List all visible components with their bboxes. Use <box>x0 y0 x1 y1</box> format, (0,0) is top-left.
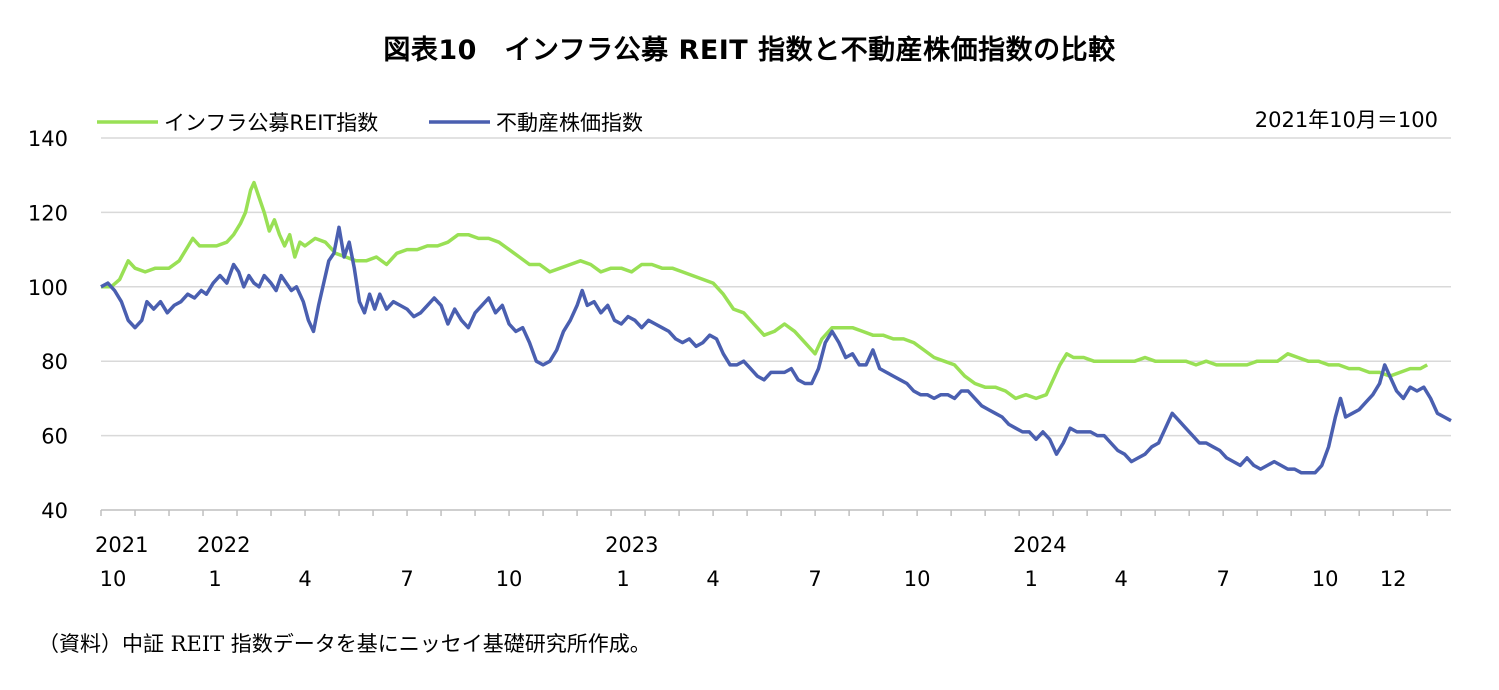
y-tick-label: 120 <box>28 201 68 225</box>
x-tick-year: 2022 <box>197 533 250 557</box>
x-tick-month: 10 <box>904 567 931 591</box>
x-tick-month: 7 <box>1216 567 1229 591</box>
x-tick-month: 12 <box>1380 567 1407 591</box>
y-tick-label: 140 <box>28 127 68 151</box>
x-tick-month: 10 <box>496 567 523 591</box>
legend: インフラ公募REIT指数 不動産株価指数 <box>97 111 643 135</box>
x-tick-month: 7 <box>400 567 413 591</box>
y-tick-label: 60 <box>41 425 68 449</box>
series-line-realestate-stock <box>100 225 1452 475</box>
x-tick-year: 2023 <box>605 533 658 557</box>
x-tick-month: 4 <box>706 567 719 591</box>
x-tick-month: 10 <box>1312 567 1339 591</box>
y-tick-label: 100 <box>28 276 68 300</box>
base-note: 2021年10月＝100 <box>1255 108 1438 132</box>
legend-label: 不動産株価指数 <box>496 111 643 135</box>
legend-label: インフラ公募REIT指数 <box>164 111 378 135</box>
y-axis: 40 60 80 100 120 140 <box>28 127 68 523</box>
source-note: （資料）中証 REIT 指数データを基にニッセイ基礎研究所作成。 <box>38 632 651 656</box>
x-tick-month: 1 <box>1024 567 1037 591</box>
x-tick-month: 10 <box>100 567 127 591</box>
x-tick-month: 7 <box>808 567 821 591</box>
x-axis: 10 2021 1 2022 4 7 10 1 2023 4 7 10 1 2024 4 7 10 12 <box>95 509 1451 591</box>
x-tick-month: 1 <box>616 567 629 591</box>
y-tick-label: 40 <box>41 499 68 523</box>
y-tick-label: 80 <box>41 350 68 374</box>
x-tick-month: 4 <box>1114 567 1127 591</box>
x-tick-month: 4 <box>298 567 311 591</box>
series-lines <box>100 180 1452 475</box>
chart-title: 図表10 インフラ公募 REIT 指数と不動産株価指数の比較 <box>383 35 1116 66</box>
gridlines <box>101 137 1451 437</box>
x-tick-month: 1 <box>208 567 221 591</box>
x-tick-year: 2024 <box>1013 533 1066 557</box>
series-line-infra-reit <box>101 180 1429 401</box>
x-tick-year: 2021 <box>95 533 148 557</box>
